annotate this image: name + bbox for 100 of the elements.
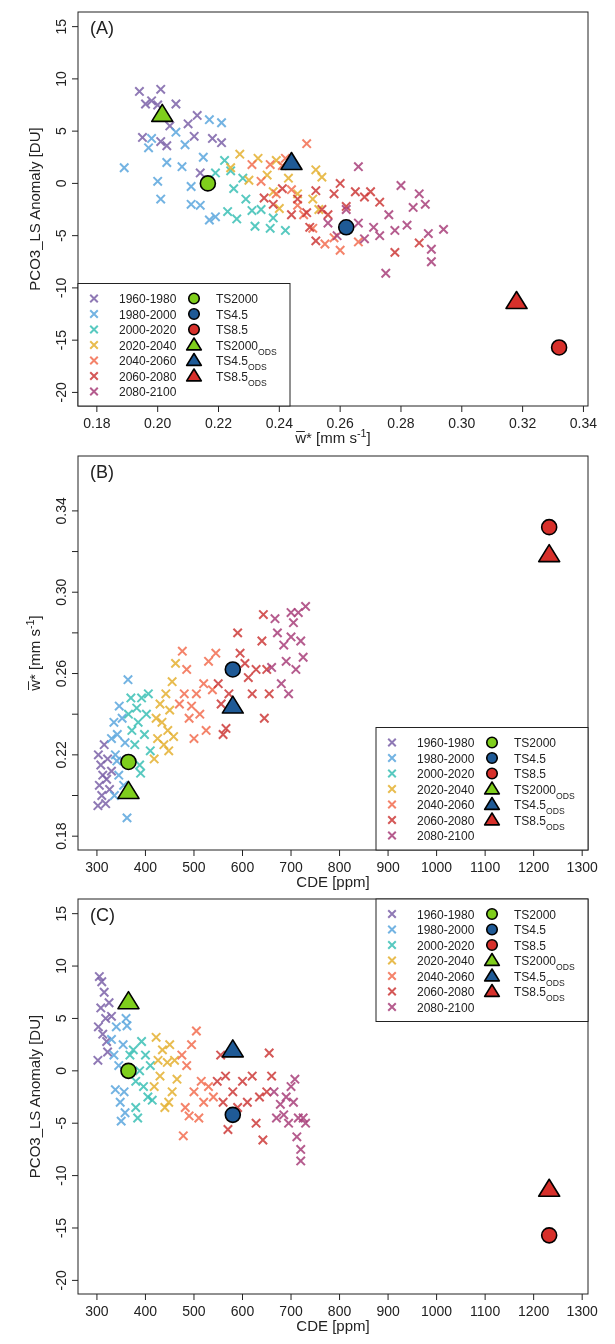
point xyxy=(337,218,355,236)
point xyxy=(259,713,270,724)
point xyxy=(280,151,303,171)
point xyxy=(271,155,282,166)
legend-label: TS8.5$_{ODS}$ xyxy=(514,813,565,832)
point xyxy=(121,812,133,824)
point xyxy=(210,648,222,659)
x-tick-label: 700 xyxy=(279,1303,303,1319)
point xyxy=(199,175,217,192)
point xyxy=(119,737,131,748)
point xyxy=(140,1049,151,1061)
point xyxy=(176,161,188,172)
point xyxy=(285,631,297,643)
legend-label: TS2000 xyxy=(216,292,259,306)
point xyxy=(99,739,110,750)
x-tick-label: 0.28 xyxy=(387,415,415,431)
point xyxy=(383,209,395,220)
point xyxy=(119,162,130,173)
point xyxy=(215,1049,226,1061)
point xyxy=(295,1155,306,1167)
point xyxy=(115,1097,126,1108)
point xyxy=(505,290,528,310)
point xyxy=(300,1118,311,1129)
point xyxy=(150,1032,162,1043)
point xyxy=(101,1036,112,1047)
point xyxy=(203,1081,214,1092)
point xyxy=(139,729,150,740)
point xyxy=(252,153,264,164)
point xyxy=(380,268,391,279)
point xyxy=(239,658,251,669)
point xyxy=(138,1081,149,1092)
point xyxy=(170,126,182,138)
point xyxy=(268,1086,280,1097)
x-axis-title: CDE [ppm] xyxy=(296,1317,370,1334)
point xyxy=(256,635,268,647)
point xyxy=(292,188,303,200)
point xyxy=(550,339,568,356)
x-tick-label: 600 xyxy=(230,859,255,875)
point xyxy=(359,233,370,244)
point xyxy=(156,717,168,728)
legend-label: 2080-2100 xyxy=(417,1000,475,1015)
point xyxy=(288,1097,299,1108)
point xyxy=(207,684,218,695)
point xyxy=(389,225,401,236)
point xyxy=(95,759,107,771)
point xyxy=(261,169,273,181)
y-axis-title: PCO3_LS Anomaly [DU] xyxy=(26,127,43,291)
legend-label: 2000-2020 xyxy=(417,938,475,953)
point xyxy=(171,1074,183,1085)
point xyxy=(188,131,200,142)
y-tick-label: -15 xyxy=(53,329,69,351)
legend-label: 2040-2060 xyxy=(119,354,177,368)
point xyxy=(301,138,312,149)
point xyxy=(114,700,125,712)
point xyxy=(102,753,113,765)
y-tick-label: 0.18 xyxy=(53,822,69,850)
point xyxy=(130,1102,141,1113)
point xyxy=(126,725,138,736)
point xyxy=(225,162,236,173)
y-tick-label: -15 xyxy=(53,1217,69,1239)
point xyxy=(148,1081,160,1092)
point xyxy=(225,165,236,177)
point xyxy=(353,217,364,229)
y-tick-label: 0.30 xyxy=(53,578,69,606)
point xyxy=(128,1044,139,1056)
point xyxy=(353,236,364,248)
point xyxy=(280,153,291,164)
point xyxy=(155,193,166,205)
legend-label: 2060-2080 xyxy=(417,985,475,999)
point xyxy=(250,1118,262,1129)
point xyxy=(297,652,309,663)
point xyxy=(106,1034,117,1045)
point xyxy=(141,708,152,720)
point xyxy=(258,609,269,620)
legend-label: TS8.5 xyxy=(514,938,547,953)
point xyxy=(134,86,145,97)
point xyxy=(154,1070,166,1082)
point xyxy=(170,98,182,110)
point xyxy=(145,745,156,756)
point xyxy=(292,200,303,211)
legend-label: 1960-1980 xyxy=(417,736,475,750)
point xyxy=(157,1044,168,1056)
point xyxy=(334,245,346,256)
point xyxy=(286,184,297,195)
point xyxy=(272,627,283,639)
point xyxy=(129,739,140,750)
point xyxy=(200,725,212,736)
y-tick-label: 5 xyxy=(53,1014,69,1023)
point xyxy=(111,755,123,767)
x-tick-label: 1100 xyxy=(470,859,501,875)
legend-label: TS2000$_{ODS}$ xyxy=(514,782,575,801)
point xyxy=(192,110,203,121)
point xyxy=(210,167,221,179)
point xyxy=(263,688,275,700)
point xyxy=(163,745,174,756)
point xyxy=(261,1086,272,1097)
point xyxy=(395,180,407,191)
y-tick-label: -5 xyxy=(53,1116,69,1130)
point xyxy=(219,155,230,166)
point xyxy=(265,223,276,234)
